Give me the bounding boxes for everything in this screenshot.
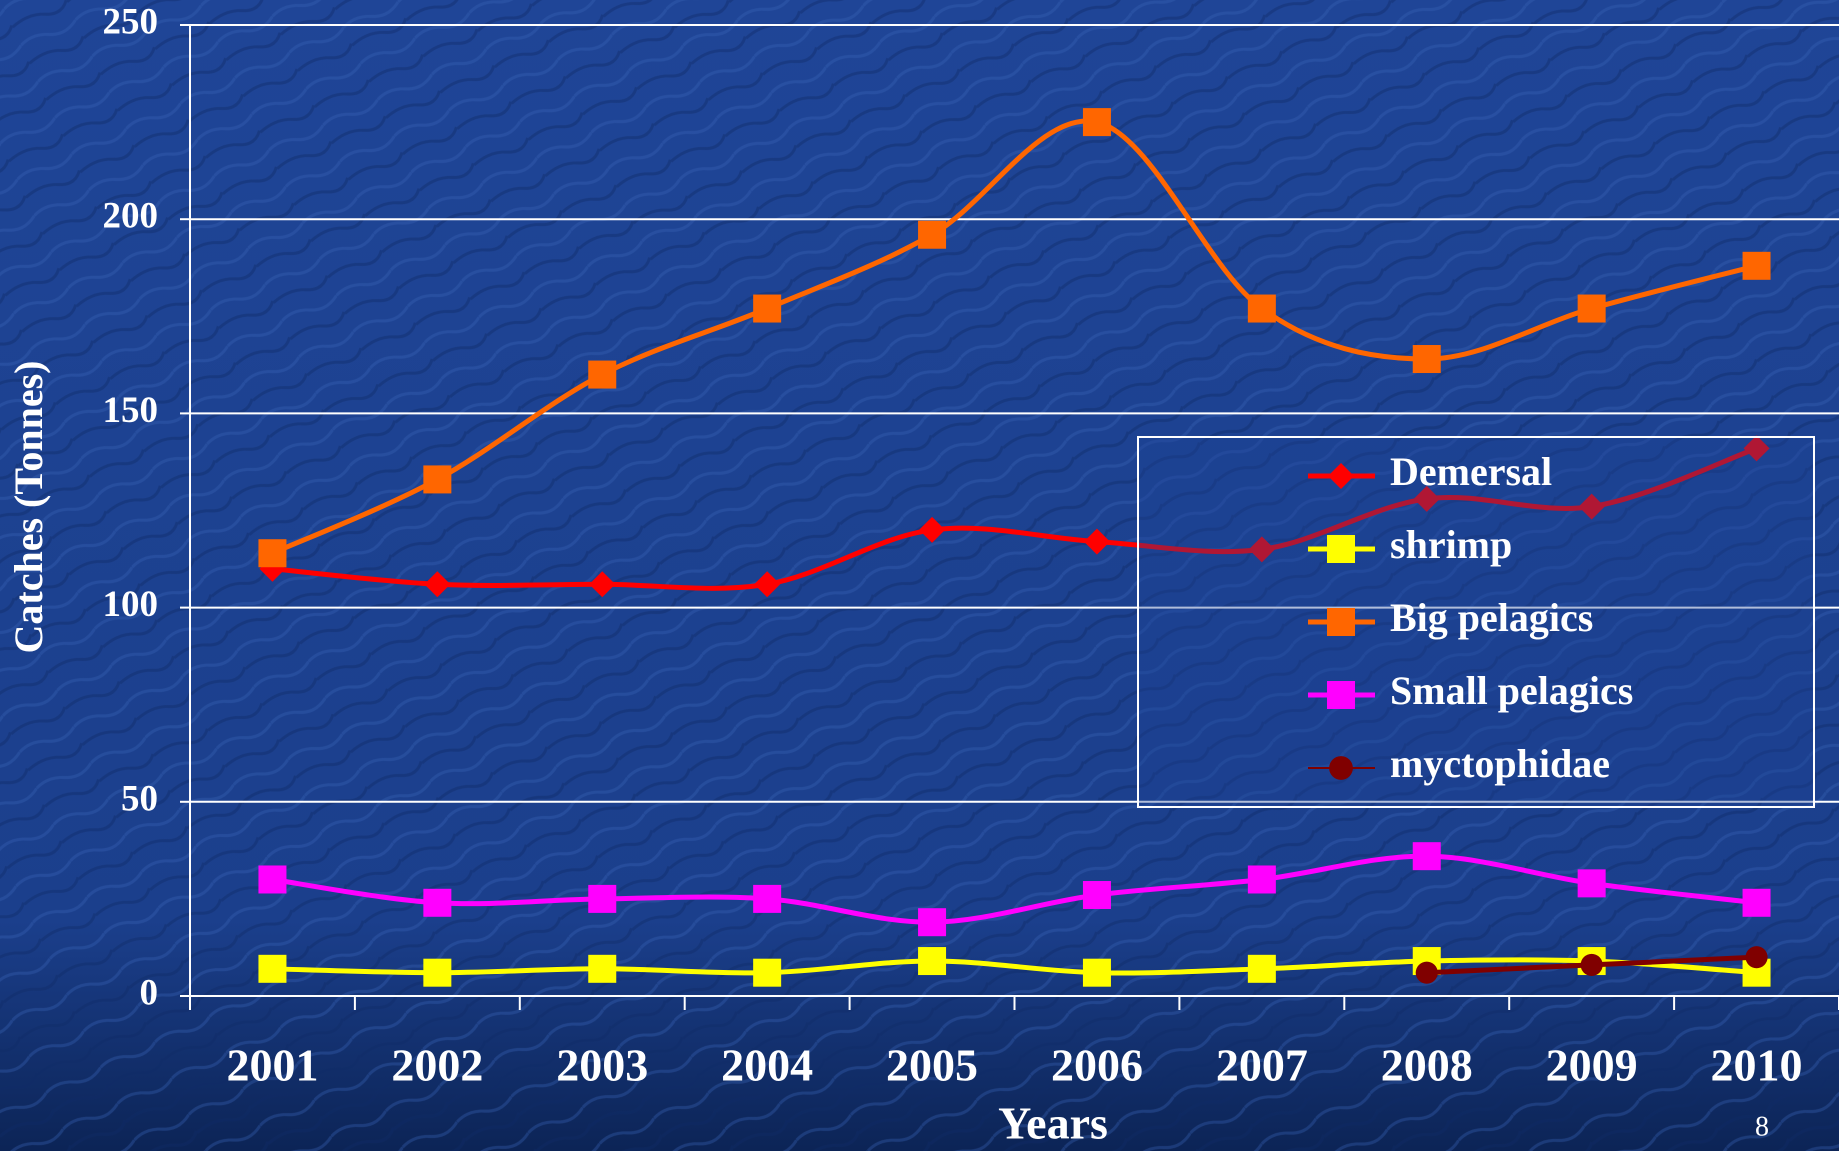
marker xyxy=(424,571,451,598)
x-tick-label: 2003 xyxy=(556,1040,648,1091)
marker xyxy=(588,954,617,983)
x-tick-label: 2005 xyxy=(886,1040,978,1091)
y-tick-label: 100 xyxy=(103,584,159,625)
series-line xyxy=(271,118,1758,556)
y-axis-label: Catches (Tonnes) xyxy=(6,361,51,654)
marker xyxy=(1247,865,1276,894)
series-line xyxy=(272,853,1757,925)
marker xyxy=(1743,435,1770,462)
marker xyxy=(918,947,947,976)
x-tick-label: 2009 xyxy=(1546,1040,1638,1091)
marker xyxy=(423,465,452,494)
series-line xyxy=(272,445,1758,591)
y-tick-label: 50 xyxy=(121,778,158,819)
y-tick-label: 250 xyxy=(103,1,159,42)
marker xyxy=(1577,294,1606,323)
slide-number: 8 xyxy=(1755,1111,1769,1142)
marker xyxy=(1327,681,1355,709)
x-tick-label: 2006 xyxy=(1051,1040,1143,1091)
marker xyxy=(918,908,947,937)
marker xyxy=(589,571,616,598)
marker xyxy=(1415,961,1438,984)
legend-label: Big pelagics xyxy=(1390,595,1593,640)
x-tick-label: 2001 xyxy=(226,1040,318,1091)
marker xyxy=(1742,888,1771,917)
marker xyxy=(1578,493,1605,520)
y-tick-label: 0 xyxy=(140,972,159,1013)
marker xyxy=(1412,345,1441,374)
marker xyxy=(1413,485,1440,512)
x-tick-label: 2004 xyxy=(721,1040,813,1091)
series xyxy=(259,435,1770,598)
marker xyxy=(754,571,781,598)
x-tick-label: 2008 xyxy=(1381,1040,1473,1091)
marker xyxy=(1745,946,1768,969)
marker xyxy=(423,888,452,917)
marker xyxy=(588,360,617,389)
x-tick-label: 2010 xyxy=(1711,1040,1803,1091)
marker xyxy=(1327,608,1355,636)
marker xyxy=(919,516,946,543)
marker xyxy=(918,220,947,249)
y-tick-label: 150 xyxy=(103,390,159,431)
marker xyxy=(1577,869,1606,898)
marker xyxy=(423,958,452,987)
legend-label: Demersal xyxy=(1390,449,1552,494)
marker xyxy=(753,884,782,913)
legend-box xyxy=(1137,436,1815,808)
marker xyxy=(1742,251,1771,280)
marker xyxy=(1412,842,1441,871)
marker xyxy=(1329,756,1353,780)
marker xyxy=(753,958,782,987)
legend-label: myctophidae xyxy=(1390,741,1610,786)
plot-area: 0 50 100 150 200 250 2001 2002 2003 2004 2005 2006 2… xyxy=(103,1,1839,1091)
legend-label: Small pelagics xyxy=(1390,668,1633,713)
series xyxy=(258,108,1771,568)
marker xyxy=(258,539,287,568)
x-axis-label: Years xyxy=(998,1098,1108,1149)
legend: Demersal shrimp Big pelagics Small pelagics… xyxy=(1137,436,1815,808)
x-tick-label: 2007 xyxy=(1216,1040,1308,1091)
marker xyxy=(1327,535,1355,563)
marker xyxy=(1247,954,1276,983)
marker xyxy=(1082,958,1111,987)
y-tick-label: 200 xyxy=(103,196,159,237)
marker xyxy=(1247,294,1276,323)
marker xyxy=(258,865,287,894)
marker xyxy=(1082,881,1111,910)
marker xyxy=(1083,528,1110,555)
x-tick-label: 2002 xyxy=(391,1040,483,1091)
marker xyxy=(258,954,287,983)
legend-label: shrimp xyxy=(1390,522,1512,567)
marker xyxy=(753,294,782,323)
marker xyxy=(588,884,617,913)
marker xyxy=(1082,108,1111,137)
series-line xyxy=(272,957,1757,976)
series xyxy=(1415,946,1768,984)
marker xyxy=(1328,463,1354,489)
series xyxy=(258,842,1771,937)
marker xyxy=(1248,536,1275,563)
marker xyxy=(1580,953,1603,976)
